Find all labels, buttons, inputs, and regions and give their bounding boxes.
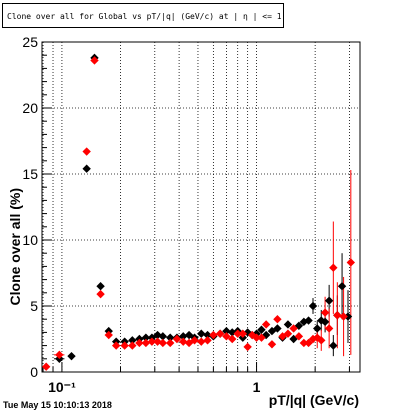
data-point-red <box>273 315 282 324</box>
data-point-red <box>111 341 121 350</box>
data-point-black <box>222 326 231 336</box>
data-point-black <box>337 282 347 291</box>
data-markers <box>41 53 356 371</box>
data-point-red <box>333 311 342 320</box>
data-point-red <box>120 341 129 350</box>
data-point-red <box>55 350 64 360</box>
data-point-red <box>346 258 356 267</box>
x-tick-label: 10⁻¹ <box>48 379 76 395</box>
data-point-red <box>267 340 277 349</box>
x-tick-label: 1 <box>253 379 261 395</box>
data-point-black <box>320 317 330 327</box>
data-point-red <box>90 56 99 65</box>
data-point-red <box>317 336 326 345</box>
data-point-black <box>141 333 151 342</box>
data-point-red <box>82 147 91 156</box>
data-point-black <box>82 164 91 173</box>
data-point-red <box>104 330 113 340</box>
data-point-black <box>343 312 353 321</box>
data-point-red <box>215 329 225 338</box>
data-point-red <box>233 329 242 338</box>
data-point-red <box>158 338 168 348</box>
y-tick-label: 0 <box>30 364 38 380</box>
data-point-red <box>41 362 51 371</box>
data-point-red <box>299 338 309 348</box>
data-point-black <box>329 341 338 350</box>
data-point-red <box>222 332 231 341</box>
y-tick-label: 20 <box>22 100 38 116</box>
y-tick-label: 5 <box>30 298 38 314</box>
data-point-black <box>283 320 293 329</box>
data-point-red <box>141 338 151 348</box>
x-axis-label: pT/|q| (GeV/c) <box>269 392 359 408</box>
data-point-red <box>320 308 330 317</box>
data-point-black <box>179 332 188 341</box>
data-point-black <box>273 324 282 333</box>
data-point-black <box>197 329 206 338</box>
data-point-red <box>329 263 338 272</box>
data-point-red <box>304 338 313 348</box>
data-point-red <box>203 336 212 345</box>
data-point-red <box>135 338 144 348</box>
data-point-red <box>294 332 304 341</box>
plot-frame <box>41 41 361 373</box>
data-point-red <box>190 336 199 345</box>
y-tick-label: 25 <box>22 34 38 50</box>
data-point-black <box>257 325 266 334</box>
data-point-red <box>197 337 206 346</box>
data-point-black <box>165 333 175 342</box>
data-point-black <box>96 282 105 291</box>
data-point-black <box>313 324 322 333</box>
y-tick-label: 15 <box>22 166 38 182</box>
tick-labels: 0 5 10 15 20 25 10⁻¹ 1 <box>22 34 260 395</box>
data-point-red <box>147 337 157 346</box>
data-point-red <box>179 337 188 346</box>
data-point-red <box>172 334 182 344</box>
y-tick-label: 10 <box>22 232 38 248</box>
data-point-red <box>257 333 266 342</box>
data-point-black <box>308 301 318 311</box>
timestamp: Tue May 15 10:10:13 2018 <box>3 400 112 410</box>
data-point-red <box>128 341 137 350</box>
error-bars <box>43 151 352 368</box>
data-point-red <box>228 334 237 344</box>
data-point-black <box>324 296 334 305</box>
data-point-red <box>243 342 252 352</box>
data-point-red <box>238 329 248 338</box>
data-point-red <box>283 329 293 338</box>
data-point-red <box>261 320 271 329</box>
data-point-black <box>203 330 212 340</box>
data-point-red <box>324 324 334 333</box>
data-point-red <box>165 338 175 348</box>
data-point-red <box>289 324 298 333</box>
data-point-black <box>67 351 76 361</box>
chart-title: Clone over all for Global vs pT/|q| (GeV… <box>2 3 284 28</box>
data-point-red <box>339 312 348 321</box>
data-point-black <box>158 332 168 341</box>
y-axis-label: Clone over all (%) <box>7 188 23 305</box>
data-point-black <box>304 316 313 325</box>
grid-lines <box>42 42 360 372</box>
data-point-black <box>128 336 137 345</box>
data-point-red <box>96 289 105 299</box>
axis-ticks <box>42 41 350 373</box>
data-point-red <box>209 330 218 340</box>
data-point-red <box>252 333 261 342</box>
